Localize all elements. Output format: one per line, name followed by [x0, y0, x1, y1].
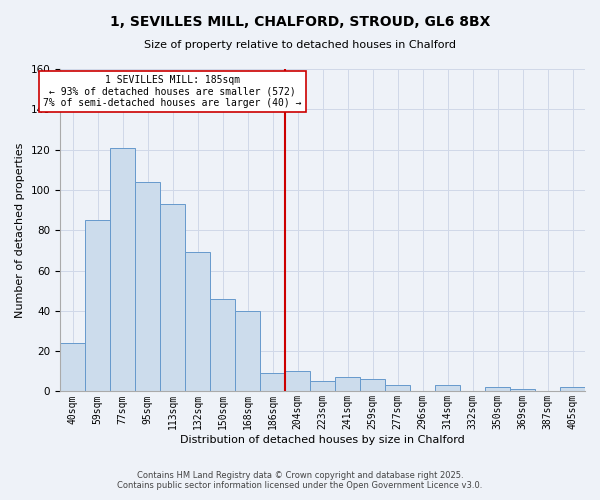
- Bar: [85, 220, 110, 392]
- Bar: [560, 388, 585, 392]
- Text: Contains HM Land Registry data © Crown copyright and database right 2025.
Contai: Contains HM Land Registry data © Crown c…: [118, 470, 482, 490]
- Bar: [160, 204, 185, 392]
- X-axis label: Distribution of detached houses by size in Chalford: Distribution of detached houses by size …: [180, 435, 465, 445]
- Bar: [235, 311, 260, 392]
- Bar: [210, 298, 235, 392]
- Bar: [510, 390, 535, 392]
- Bar: [335, 378, 360, 392]
- Bar: [110, 148, 135, 392]
- Bar: [185, 252, 210, 392]
- Text: 1, SEVILLES MILL, CHALFORD, STROUD, GL6 8BX: 1, SEVILLES MILL, CHALFORD, STROUD, GL6 …: [110, 15, 490, 29]
- Bar: [260, 374, 285, 392]
- Bar: [310, 382, 335, 392]
- Bar: [135, 182, 160, 392]
- Bar: [285, 372, 310, 392]
- Bar: [385, 386, 410, 392]
- Bar: [60, 343, 85, 392]
- Y-axis label: Number of detached properties: Number of detached properties: [15, 142, 25, 318]
- Bar: [360, 380, 385, 392]
- Bar: [435, 386, 460, 392]
- Bar: [485, 388, 510, 392]
- Text: Size of property relative to detached houses in Chalford: Size of property relative to detached ho…: [144, 40, 456, 50]
- Text: 1 SEVILLES MILL: 185sqm
← 93% of detached houses are smaller (572)
7% of semi-de: 1 SEVILLES MILL: 185sqm ← 93% of detache…: [43, 75, 302, 108]
